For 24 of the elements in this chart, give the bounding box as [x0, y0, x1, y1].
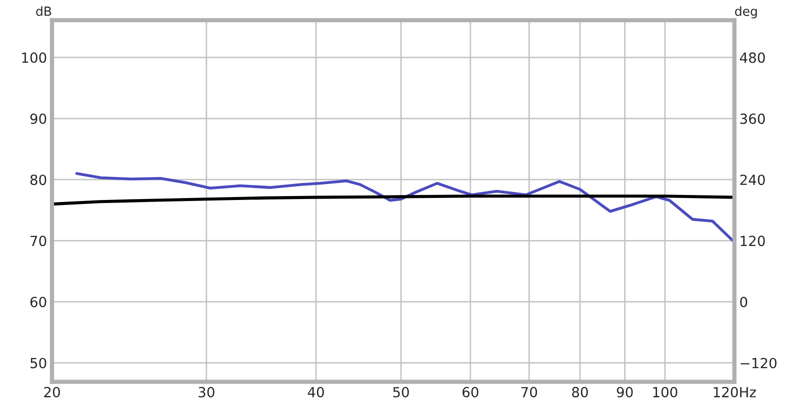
x-tick-label: 30: [198, 386, 214, 398]
y-tick-label: 90: [30, 114, 46, 124]
y2-tick-label: 120: [740, 236, 765, 246]
y2-tick-label: 480: [740, 52, 765, 63]
x-tick-label: 50: [393, 386, 409, 398]
y-tick-label: 50: [30, 358, 46, 368]
x-tick-label: 20: [44, 386, 60, 398]
x-tick-label: 100: [653, 386, 678, 398]
y2-tick-label: 240: [740, 174, 765, 186]
y-tick-label: 80: [30, 174, 46, 186]
x-tick-label: 60: [462, 386, 478, 398]
y-axis-title: dB: [36, 6, 52, 16]
y2-tick-label: 360: [740, 114, 765, 124]
y2-tick-label: −120: [740, 358, 776, 368]
y-tick-label: 70: [30, 236, 46, 246]
x-tick-label: 40: [308, 386, 324, 398]
x-tick-label: 80: [572, 386, 588, 398]
x-tick-label: 120Hz: [714, 386, 756, 398]
x-tick-label: 70: [521, 386, 538, 398]
y2-axis-title: deg: [735, 6, 757, 18]
y-tick-label: 100: [22, 52, 46, 63]
x-tick-label: 90: [616, 386, 633, 398]
y2-tick-label: 0: [740, 296, 748, 308]
y-tick-label: 60: [30, 296, 46, 308]
